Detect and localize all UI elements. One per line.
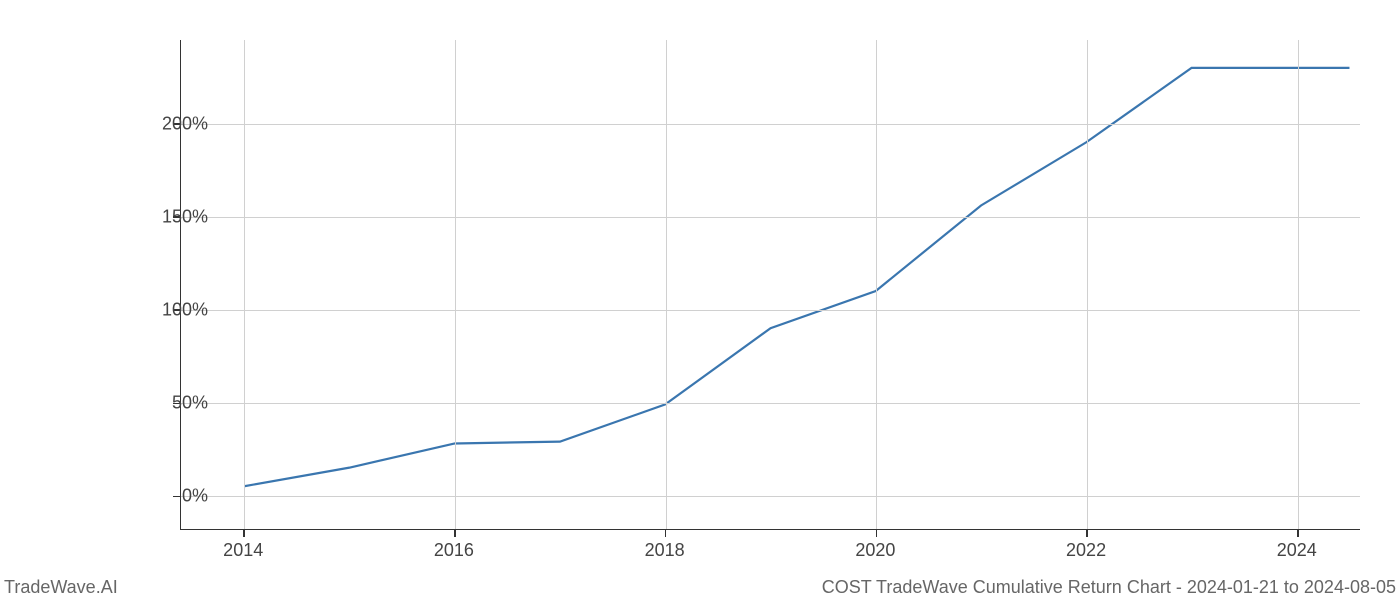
gridline-horizontal [181,403,1360,404]
cumulative-return-line [244,68,1349,486]
footer-caption: COST TradeWave Cumulative Return Chart -… [822,577,1396,598]
x-tick [243,529,245,537]
line-chart-svg [181,40,1360,529]
x-tick [876,529,878,537]
x-tick [454,529,456,537]
x-tick [1297,529,1299,537]
gridline-vertical [244,40,245,529]
x-axis-label: 2018 [645,540,685,561]
gridline-vertical [876,40,877,529]
gridline-vertical [455,40,456,529]
x-axis-label: 2016 [434,540,474,561]
x-axis-label: 2022 [1066,540,1106,561]
y-axis-label: 0% [128,486,208,507]
gridline-horizontal [181,496,1360,497]
gridline-vertical [1087,40,1088,529]
x-axis-label: 2014 [223,540,263,561]
axes-frame [180,40,1360,530]
gridline-vertical [666,40,667,529]
x-tick [1086,529,1088,537]
y-axis-label: 100% [128,300,208,321]
x-axis-label: 2020 [855,540,895,561]
gridline-horizontal [181,217,1360,218]
y-axis-label: 50% [128,393,208,414]
gridline-vertical [1298,40,1299,529]
gridline-horizontal [181,124,1360,125]
footer-brand-label: TradeWave.AI [4,577,118,598]
x-tick [665,529,667,537]
y-axis-label: 200% [128,113,208,134]
gridline-horizontal [181,310,1360,311]
chart-plot-area [180,40,1360,530]
x-axis-label: 2024 [1277,540,1317,561]
y-axis-label: 150% [128,206,208,227]
